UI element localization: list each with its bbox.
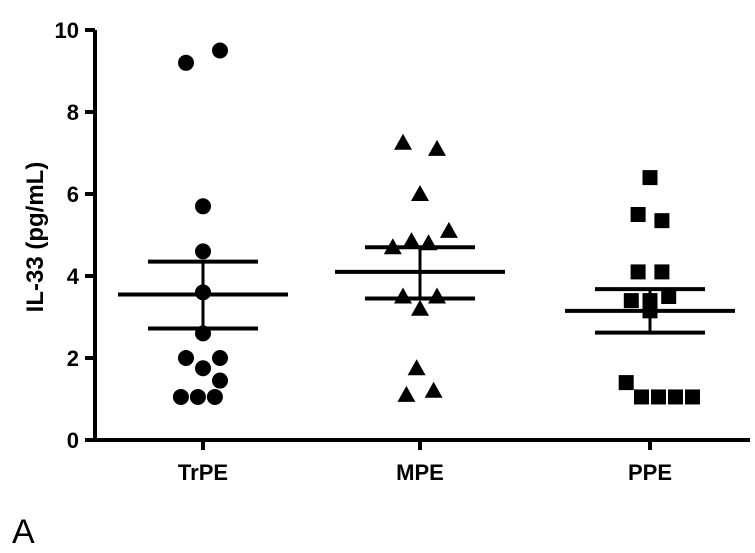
- data-point: [424, 381, 443, 398]
- data-point: [195, 360, 211, 377]
- data-point: [397, 385, 416, 402]
- y-tick-label: 6: [67, 182, 79, 207]
- panel-label: A: [12, 513, 35, 551]
- data-marks: [118, 42, 735, 405]
- data-point: [195, 243, 211, 260]
- data-point: [642, 170, 658, 186]
- data-point: [212, 350, 228, 366]
- data-point: [212, 372, 228, 389]
- data-point: [178, 54, 194, 71]
- y-tick-label: 0: [67, 428, 79, 453]
- data-point: [402, 232, 421, 249]
- data-point: [439, 221, 458, 238]
- data-point: [411, 185, 429, 201]
- y-tick-label: 10: [55, 18, 79, 43]
- data-point: [428, 287, 446, 304]
- axes: 0 2 4 6 8 10 TrPE MPE PPE: [55, 18, 750, 485]
- data-point: [654, 213, 670, 229]
- data-point: [654, 264, 670, 280]
- data-point: [407, 359, 426, 376]
- data-point: [394, 287, 412, 304]
- data-point: [189, 388, 206, 405]
- data-point: [195, 198, 211, 215]
- data-point: [685, 389, 700, 405]
- y-tick-label: 8: [67, 100, 79, 125]
- data-point: [394, 133, 412, 150]
- y-tick-label: 4: [67, 264, 80, 289]
- data-point: [661, 289, 677, 304]
- data-point: [618, 375, 634, 391]
- data-point: [428, 139, 446, 156]
- data-point: [651, 389, 666, 405]
- y-axis-title: IL-33 (pg/mL): [22, 162, 49, 313]
- x-tick-label-mpe: MPE: [396, 460, 444, 485]
- data-point: [206, 388, 223, 405]
- x-tick-label-trpe: TrPE: [178, 460, 228, 485]
- data-point: [630, 207, 646, 222]
- data-point: [634, 389, 649, 405]
- data-point: [630, 264, 646, 280]
- data-point: [668, 389, 683, 405]
- data-point: [212, 42, 228, 59]
- y-tick-label: 2: [67, 346, 79, 371]
- data-point: [178, 350, 194, 366]
- data-point: [172, 388, 189, 405]
- x-tick-label-ppe: PPE: [628, 460, 672, 485]
- data-point: [411, 299, 429, 316]
- data-point: [623, 293, 639, 309]
